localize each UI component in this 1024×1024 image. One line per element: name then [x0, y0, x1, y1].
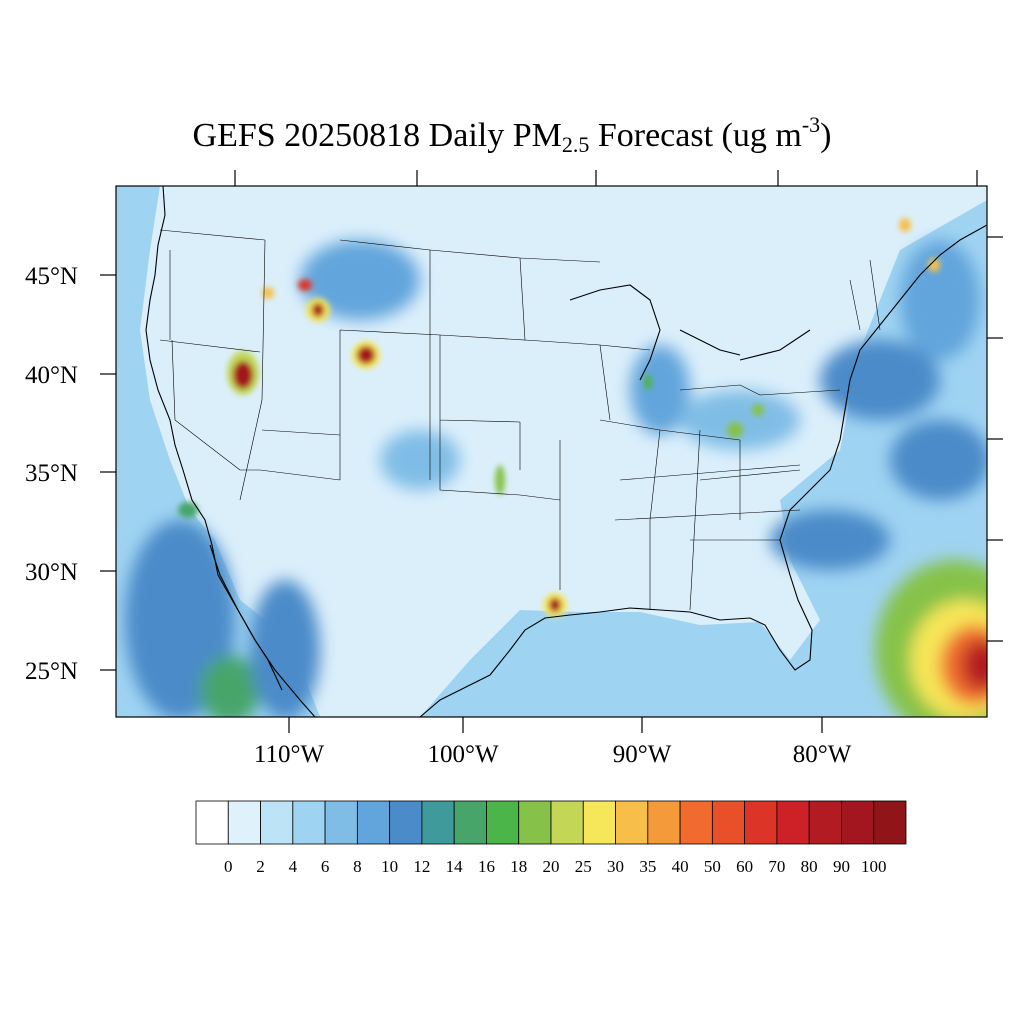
colorbar-swatch: [486, 800, 520, 845]
lat-label: 40°N: [25, 362, 78, 389]
colorbar-label: 8: [353, 857, 362, 876]
colorbar-swatch: [389, 800, 423, 845]
colorbar-swatch: [679, 800, 713, 845]
colorbar-label: 40: [672, 857, 689, 876]
colorbar-label: 50: [704, 857, 721, 876]
colorbar-label: 4: [289, 857, 298, 876]
colorbar-label: 35: [639, 857, 656, 876]
lon-label: 100°W: [427, 741, 498, 768]
smoke-hotspots: [178, 218, 940, 617]
colorbar-swatch: [292, 800, 326, 845]
colorbar-swatch: [227, 800, 261, 845]
colorbar-label: 70: [768, 857, 785, 876]
lat-label: 30°N: [25, 559, 78, 586]
colorbar-label: 100: [861, 857, 887, 876]
map-frame: [115, 185, 988, 718]
colorbar-label: 16: [478, 857, 495, 876]
lon-label: 90°W: [613, 741, 672, 768]
lon-label: 80°W: [793, 741, 852, 768]
colorbar-label: 90: [833, 857, 850, 876]
colorbar-label: 30: [607, 857, 624, 876]
right-ticks: [987, 236, 1003, 642]
colorbar-swatch: [260, 800, 294, 845]
lon-label: 110°W: [254, 741, 325, 768]
colorbar-swatch: [744, 800, 778, 845]
lat-label: 35°N: [25, 460, 78, 487]
coastlines: [145, 186, 987, 717]
colorbar-swatch: [808, 800, 842, 845]
state-borders: [159, 229, 881, 611]
latitude-labels: 45°N 40°N 35°N 30°N 25°N: [25, 263, 116, 685]
colorbar-label: 2: [256, 857, 265, 876]
colorbar-label: 10: [381, 857, 398, 876]
colorbar-swatch: [776, 800, 810, 845]
colorbar-swatch: [550, 800, 584, 845]
colorbar-swatch: [582, 800, 616, 845]
colorbar-swatch: [324, 800, 358, 845]
colorbar-swatch: [711, 800, 746, 845]
colorbar-swatch: [647, 800, 681, 845]
colorbar-label: 6: [321, 857, 330, 876]
colorbar-swatch: [841, 800, 875, 845]
lat-label: 25°N: [25, 658, 78, 685]
longitude-labels: 110°W 100°W 90°W 80°W: [254, 717, 852, 768]
baja-peninsula: [209, 544, 283, 691]
colorbar-swatch: [453, 800, 487, 845]
colorbar-label: 80: [801, 857, 818, 876]
title-superscript: -3: [801, 112, 821, 137]
great-lakes: [569, 284, 811, 381]
map-title: GEFS 20250818 Daily PM2.5 Forecast (ug m…: [0, 112, 1024, 158]
title-end: ): [820, 117, 832, 154]
colorbar-label: 18: [510, 857, 527, 876]
lat-label: 45°N: [25, 263, 78, 290]
colorbar-swatch: [356, 800, 391, 845]
colorbar-swatch: [421, 800, 455, 845]
atlantic-coast: [779, 224, 987, 576]
title-mid: Forecast (ug m: [589, 117, 802, 154]
top-ticks: [234, 170, 978, 186]
colorbar-label: 0: [224, 857, 233, 876]
colorbar-label: 14: [446, 857, 464, 876]
colorbar-label: 60: [736, 857, 753, 876]
colorbar-label: 12: [413, 857, 430, 876]
gulf-ocean: [420, 200, 987, 717]
colorbar-swatch: [518, 800, 552, 845]
title-main: GEFS 20250818 Daily PM: [192, 117, 562, 154]
colorbar-swatch: [195, 800, 229, 845]
colorbar: [195, 800, 907, 845]
colorbar-labels: 0 2 4 6 8 10 12 14 16 18 20 25 30 35 40 50 60 70 80 90 100: [224, 857, 886, 876]
gulf-coast: [419, 574, 813, 717]
colorbar-swatch: [615, 800, 649, 845]
colorbar-label: 20: [543, 857, 560, 876]
title-subscript: 2.5: [561, 132, 590, 157]
map-field: [116, 186, 987, 717]
colorbar-label: 25: [575, 857, 592, 876]
colorbar-swatch: [873, 800, 907, 845]
